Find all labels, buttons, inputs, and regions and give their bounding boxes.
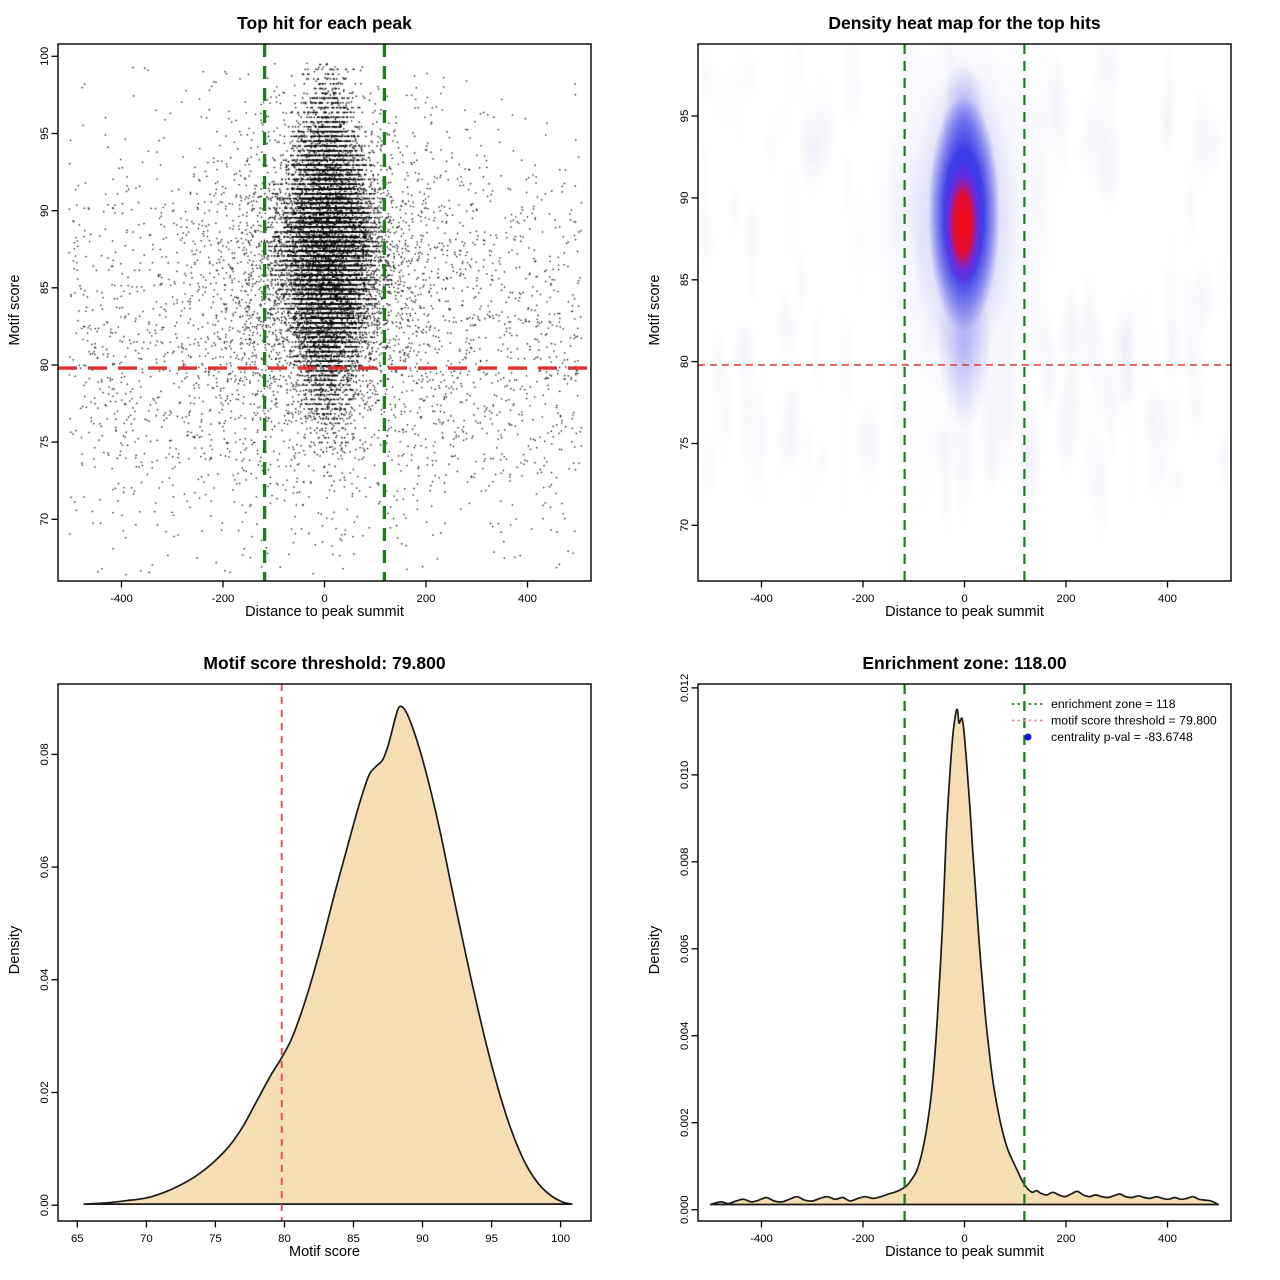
- y-tick-label: 0.06: [39, 856, 51, 878]
- scatter-points-canvas: [0, 0, 640, 640]
- y-tick-label: 90: [679, 192, 691, 205]
- legend-label-2: centrality p-val = -83.6748: [1051, 730, 1193, 744]
- panel-density-heatmap: -400 -200 0 200 400 70 75 80 85 90 95 Density heat…: [640, 0, 1280, 640]
- y-tick-label: 0.006: [679, 935, 691, 964]
- y-tick-label: 0.04: [39, 969, 51, 991]
- density-curve: [83, 705, 573, 1205]
- x-tick-label: 400: [518, 593, 537, 605]
- x-tick-label: 95: [485, 1233, 498, 1245]
- y-tick-label: 85: [679, 273, 691, 286]
- x-tick-label: 75: [209, 1233, 222, 1245]
- heatmap-canvas: [640, 0, 1280, 640]
- y-tick-label: 0.00: [39, 1194, 51, 1216]
- y-tick-label: 95: [679, 110, 691, 123]
- x-tick-label: 100: [551, 1233, 570, 1245]
- panel-title: Density heat map for the top hits: [828, 13, 1101, 33]
- x-tick-label: 400: [1158, 593, 1177, 605]
- x-axis-label: Motif score: [289, 1244, 360, 1260]
- legend-symbol-2: [1024, 733, 1032, 741]
- panel-distance-density: -400 -200 0 200 400 0.000 0.002 0.004 0.006 0.008…: [640, 640, 1280, 1280]
- distance-density-svg: -400 -200 0 200 400 0.000 0.002 0.004 0.006 0.008…: [679, 674, 1232, 1245]
- score-density-svg: 65 70 75 80 85 90 95 100 0.00 0.02 0.04 0.06 0.08: [39, 683, 592, 1245]
- heatmap-axes-svg: -400 -200 0 200 400 70 75 80 85 90 95: [679, 43, 1232, 605]
- y-tick-label: 70: [679, 519, 691, 532]
- legend-label-0: enrichment zone = 118: [1051, 697, 1176, 711]
- plot-box: [57, 43, 592, 582]
- y-tick-label: 80: [679, 355, 691, 368]
- panel-title: Enrichment zone: 118.00: [862, 653, 1067, 673]
- x-tick-label: 0: [321, 593, 327, 605]
- y-tick-label: 85: [39, 281, 51, 294]
- panel-title: Motif score threshold: 79.800: [203, 653, 446, 673]
- plot-box: [57, 683, 592, 1222]
- y-tick-label: 0.02: [39, 1081, 51, 1103]
- x-tick-label: 400: [1158, 1233, 1177, 1245]
- x-tick-label: 200: [1056, 1233, 1075, 1245]
- y-axis-label: Density: [7, 925, 23, 975]
- x-tick-label: -400: [750, 1233, 773, 1245]
- y-tick-label: 0.010: [679, 761, 691, 790]
- x-tick-label: -200: [852, 1233, 875, 1245]
- x-tick-label: 80: [278, 1233, 291, 1245]
- legend-label-1: motif score threshold = 79.800: [1051, 714, 1217, 728]
- x-tick-label: -400: [750, 593, 773, 605]
- density-curve: [709, 708, 1220, 1206]
- panel-top-hit-scatter: -400 -200 0 200 400 70 75 80 85 90 95 100 Top hit f…: [0, 0, 640, 640]
- x-tick-label: 90: [416, 1233, 429, 1245]
- x-axis-label: Distance to peak summit: [885, 1244, 1044, 1260]
- panel-title: Top hit for each peak: [237, 13, 412, 33]
- x-tick-label: 65: [71, 1233, 84, 1245]
- x-tick-label: -200: [212, 593, 235, 605]
- y-tick-label: 0.000: [679, 1195, 691, 1224]
- y-tick-label: 0.004: [679, 1022, 691, 1051]
- x-tick-label: 200: [416, 593, 435, 605]
- x-axis-label: Distance to peak summit: [245, 604, 404, 620]
- y-tick-label: 0.002: [679, 1108, 691, 1137]
- x-tick-label: 70: [140, 1233, 153, 1245]
- y-tick-label: 70: [39, 513, 51, 526]
- y-axis-label: Density: [647, 925, 663, 975]
- x-tick-label: 0: [961, 1233, 967, 1245]
- y-tick-label: 0.012: [679, 674, 691, 703]
- x-tick-label: -200: [852, 593, 875, 605]
- scatter-axes-svg: -400 -200 0 200 400 70 75 80 85 90 95 100: [39, 43, 592, 605]
- plot-box: [697, 43, 1232, 582]
- x-tick-label: 85: [347, 1233, 360, 1245]
- y-tick-label: 0.008: [679, 848, 691, 877]
- y-tick-label: 80: [39, 359, 51, 372]
- x-tick-label: 200: [1056, 593, 1075, 605]
- y-tick-label: 75: [679, 437, 691, 450]
- y-tick-label: 90: [39, 204, 51, 217]
- y-tick-label: 75: [39, 436, 51, 449]
- x-tick-label: -400: [110, 593, 133, 605]
- y-tick-label: 100: [39, 47, 51, 66]
- y-axis-label: Motif score: [7, 274, 23, 346]
- y-tick-label: 0.08: [39, 743, 51, 765]
- y-axis-label: Motif score: [647, 274, 663, 346]
- x-axis-label: Distance to peak summit: [885, 604, 1044, 620]
- y-tick-label: 95: [39, 127, 51, 140]
- x-tick-label: 0: [961, 593, 967, 605]
- panel-motif-score-density: 65 70 75 80 85 90 95 100 0.00 0.02 0.04 0.06 0.08 Mo…: [0, 640, 640, 1280]
